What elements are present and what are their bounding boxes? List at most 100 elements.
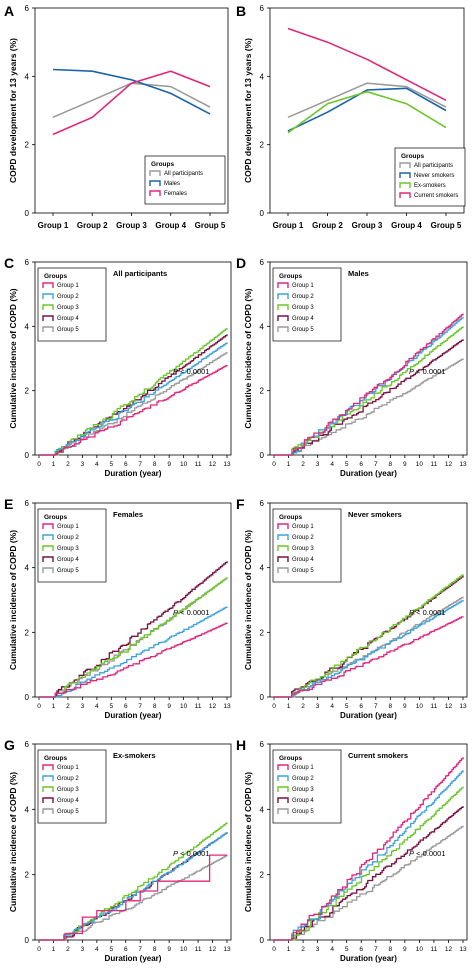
series-line [39, 855, 228, 941]
x-tick-label: 11 [195, 703, 202, 710]
y-axis-label: Cumulative incidence of COPD (%) [243, 530, 253, 670]
legend-entry: Group 4 [57, 557, 79, 563]
y-tick-label: 0 [25, 936, 30, 945]
series-line [287, 27, 447, 102]
x-tick-label: 5 [109, 946, 113, 953]
y-tick-label: 0 [260, 936, 265, 945]
p-value-annotation: P < 0.0001 [173, 608, 210, 617]
series-line [39, 577, 228, 698]
x-tick-label: 1 [52, 946, 56, 953]
legend-entry: Group 5 [57, 327, 79, 333]
panel-b: B 0 2 4 6 Group 1 Group 2 Group 3 Group 4 Group 5… [236, 3, 466, 230]
x-tick-label: 9 [403, 946, 407, 953]
plot-frame [269, 261, 468, 456]
x-tick-label: 13 [223, 946, 231, 953]
legend-entry: Group 4 [292, 316, 314, 322]
panel-letter: D [236, 255, 246, 271]
x-tick-label: 7 [138, 946, 142, 953]
legend-swatch [277, 523, 289, 529]
legend-entry: Group 3 [292, 305, 314, 311]
x-tick-label: 6 [359, 461, 363, 468]
y-axis-label: Cumulative incidence of COPD (%) [8, 530, 18, 670]
x-tick-label: 12 [445, 461, 453, 468]
x-tick-label: 1 [287, 461, 291, 468]
legend-swatch [277, 764, 289, 770]
y-tick-label: 0 [25, 451, 30, 460]
x-tick-label: Group 4 [391, 221, 422, 230]
series-line [274, 339, 464, 456]
y-tick-label: 4 [25, 564, 30, 573]
legend-swatch [277, 786, 289, 792]
x-tick-label: 1 [287, 946, 291, 953]
series-line [274, 358, 464, 456]
y-tick-label: 4 [25, 805, 30, 814]
legend-entry: Males [164, 181, 180, 187]
series-line [274, 825, 464, 941]
x-tick-label: 8 [388, 703, 392, 710]
x-tick-label: Group 2 [77, 221, 108, 230]
panel-letter: A [4, 3, 14, 19]
series-line [287, 90, 447, 134]
legend-entry: Group 4 [292, 557, 314, 563]
x-axis-label: Duration (year) [105, 711, 162, 720]
x-tick-label: 13 [459, 946, 467, 953]
y-tick-label: 6 [260, 740, 265, 749]
y-axis-label: Cumulative incidence of COPD (%) [243, 772, 253, 912]
legend-swatch [42, 534, 54, 540]
y-tick-label: 2 [260, 387, 265, 396]
x-tick-label: 0 [272, 461, 276, 468]
series-line [39, 577, 228, 698]
x-tick-label: Group 3 [352, 221, 383, 230]
legend-swatch [277, 775, 289, 781]
legend-box [394, 147, 466, 207]
x-axis-label: Duration (year) [105, 469, 162, 478]
x-axis-label: Duration (year) [105, 954, 162, 963]
x-tick-label: 11 [431, 461, 438, 468]
legend-entry: Group 2 [292, 535, 314, 541]
x-tick-label: 4 [95, 946, 99, 953]
x-tick-label: 13 [223, 703, 231, 710]
legend-swatch [277, 556, 289, 562]
panel-subtitle: Ex-smokers [113, 751, 156, 760]
y-axis-label: Cumulative incidence of COPD (%) [8, 288, 18, 428]
series-line [39, 606, 228, 698]
x-tick-label: 12 [445, 946, 453, 953]
legend-entry: Group 1 [57, 283, 79, 289]
legend-swatch [399, 172, 411, 178]
x-tick-label: Group 3 [116, 221, 147, 230]
legend-entry: Group 2 [292, 294, 314, 300]
legend-entry: Group 3 [292, 787, 314, 793]
x-tick-label: 4 [95, 461, 99, 468]
panel-letter: H [236, 737, 246, 753]
series-line [274, 313, 464, 456]
p-value-annotation: P < 0.0001 [409, 849, 446, 858]
legend-title: Groups [279, 755, 302, 762]
panel-subtitle: Females [113, 510, 143, 519]
panel-subtitle: Never smokers [348, 510, 402, 519]
x-tick-label: 5 [345, 946, 349, 953]
y-tick-label: 6 [25, 4, 30, 13]
legend-entry: Group 1 [292, 765, 314, 771]
y-tick-label: 4 [260, 322, 265, 331]
y-axis-label: COPD development for 13 years (%) [8, 38, 18, 183]
x-tick-label: 13 [223, 461, 231, 468]
legend-entry: All participants [414, 163, 453, 169]
legend-entry: Group 1 [57, 524, 79, 530]
legend-entry: Females [164, 191, 187, 197]
legend-title: Groups [44, 514, 67, 521]
series-line [274, 600, 464, 698]
legend-entry: Group 2 [57, 294, 79, 300]
series-line [274, 574, 464, 698]
legend-title: Groups [279, 273, 302, 280]
series-line [39, 822, 228, 941]
legend-entry: Group 3 [57, 787, 79, 793]
x-axis-label: Duration (year) [340, 954, 397, 963]
series-line [287, 87, 447, 132]
legend-entry: Group 1 [57, 765, 79, 771]
x-tick-label: 0 [272, 703, 276, 710]
y-tick-label: 6 [25, 258, 30, 267]
x-tick-label: 0 [37, 461, 41, 468]
